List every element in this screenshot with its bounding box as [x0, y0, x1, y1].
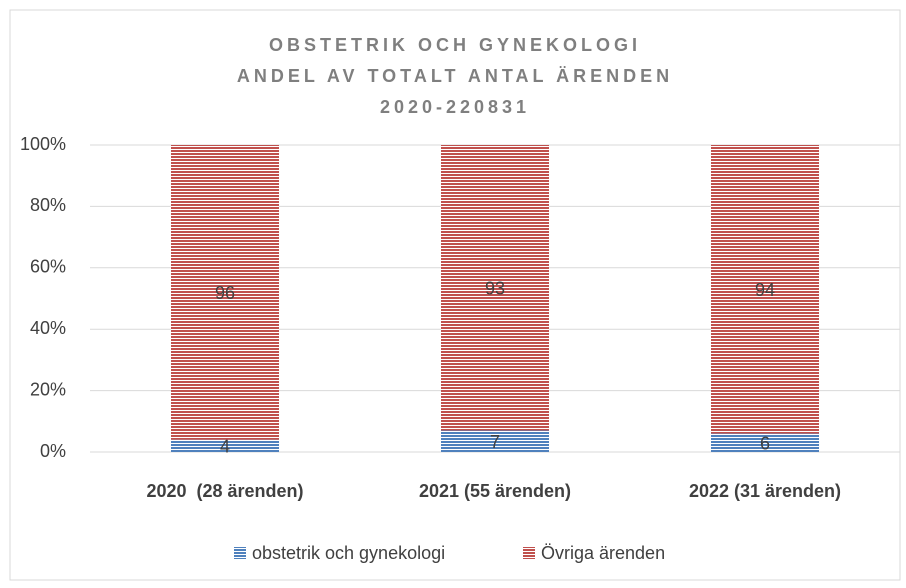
- legend-swatch: [234, 547, 246, 559]
- y-tick-label: 60%: [30, 257, 66, 277]
- bar-segment: [171, 439, 279, 452]
- x-tick-label: 2022 (31 ärenden): [689, 481, 841, 501]
- x-tick-label: 2020 (28 ärenden): [146, 481, 303, 501]
- legend-label: obstetrik och gynekologi: [252, 543, 445, 563]
- y-tick-label: 0%: [40, 441, 66, 461]
- bar-segment: [171, 145, 279, 440]
- y-tick-label: 100%: [20, 134, 66, 154]
- data-label: 4: [220, 437, 230, 457]
- chart-title: OBSTETRIK OCH GYNEKOLOGI: [269, 35, 641, 55]
- legend-swatch: [523, 547, 535, 559]
- data-label: 96: [215, 283, 235, 303]
- bar-segment: [711, 145, 819, 434]
- bar-segment: [711, 433, 819, 452]
- y-tick-label: 20%: [30, 379, 66, 399]
- bar-segment: [441, 430, 549, 452]
- y-tick-label: 40%: [30, 318, 66, 338]
- data-label: 94: [755, 280, 775, 300]
- chart-title: ANDEL AV TOTALT ANTAL ÄRENDEN: [237, 66, 673, 86]
- legend-label: Övriga ärenden: [541, 543, 665, 563]
- chart-title: 2020-220831: [380, 97, 530, 117]
- data-label: 6: [760, 434, 770, 454]
- x-tick-label: 2021 (55 ärenden): [419, 481, 571, 501]
- bar-segment: [441, 145, 549, 431]
- data-label: 7: [490, 432, 500, 452]
- y-tick-label: 80%: [30, 195, 66, 215]
- data-label: 93: [485, 279, 505, 299]
